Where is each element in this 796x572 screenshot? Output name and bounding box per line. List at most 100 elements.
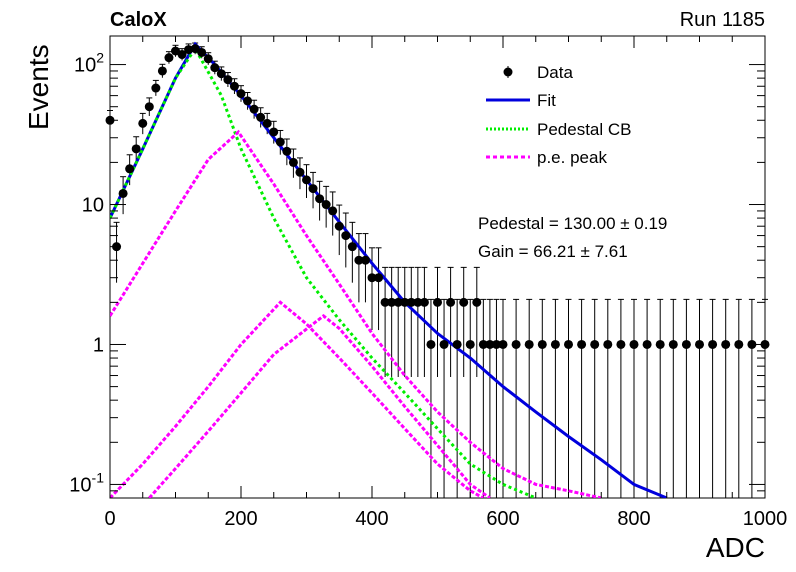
data-point bbox=[256, 112, 266, 122]
y-axis-label: Events bbox=[23, 44, 54, 130]
data-point bbox=[144, 102, 154, 112]
legend-data-label: Data bbox=[537, 63, 573, 82]
x-tick-label: 200 bbox=[224, 508, 257, 530]
x-tick-label: 600 bbox=[486, 508, 519, 530]
data-point bbox=[439, 339, 449, 349]
data-point bbox=[695, 339, 704, 349]
data-point bbox=[577, 339, 587, 349]
curve-pedestal-cb bbox=[110, 45, 537, 498]
data-point bbox=[190, 44, 200, 54]
x-tick-label: 400 bbox=[355, 508, 388, 530]
curve-p-e-peak-1 bbox=[110, 129, 602, 498]
data-point bbox=[367, 273, 377, 283]
x-axis-label: ADC bbox=[706, 532, 765, 563]
legend-pedestal-label: Pedestal CB bbox=[537, 120, 632, 139]
data-point bbox=[302, 175, 311, 185]
data-point bbox=[472, 297, 482, 307]
y-tick-label: 10-1 bbox=[69, 469, 104, 496]
curve-p-e-peak-3 bbox=[148, 313, 491, 498]
data-point bbox=[655, 339, 665, 349]
data-point bbox=[321, 200, 331, 210]
data-point bbox=[393, 297, 403, 307]
data-point bbox=[354, 255, 364, 265]
data-point bbox=[491, 339, 501, 349]
data-point bbox=[262, 118, 272, 128]
data-point bbox=[419, 297, 429, 307]
data-point bbox=[328, 206, 338, 216]
x-tick-label: 0 bbox=[104, 508, 115, 530]
data-point bbox=[413, 297, 423, 307]
data-point bbox=[485, 339, 495, 349]
error-bars bbox=[107, 42, 768, 498]
legend-fit-label: Fit bbox=[537, 91, 556, 110]
data-point bbox=[511, 339, 521, 349]
data-point bbox=[668, 339, 678, 349]
y-tick-label: 102 bbox=[74, 50, 104, 77]
experiment-label: CaloX bbox=[110, 9, 167, 31]
data-point bbox=[347, 242, 357, 252]
data-point bbox=[223, 75, 233, 85]
data-point bbox=[433, 297, 442, 307]
data-point bbox=[478, 339, 488, 349]
data-point bbox=[498, 339, 508, 349]
data-point bbox=[236, 89, 246, 99]
data-point bbox=[387, 297, 397, 307]
legend-pe-label: p.e. peak bbox=[537, 148, 607, 167]
y-tick-label: 1 bbox=[93, 334, 104, 356]
data-point bbox=[315, 194, 325, 204]
data-point bbox=[249, 104, 259, 114]
legend: Data Fit Pedestal CB p.e. peak bbox=[486, 63, 632, 167]
data-point bbox=[197, 47, 207, 57]
data-point bbox=[459, 297, 469, 307]
data-point bbox=[157, 66, 167, 76]
data-point bbox=[400, 297, 410, 307]
data-point bbox=[642, 339, 652, 349]
stats-gain: Gain = 66.21 ± 7.61 bbox=[478, 242, 628, 261]
data-point bbox=[125, 164, 135, 174]
data-point bbox=[380, 297, 390, 307]
axes: 0 200 400 600 800 1000 10-1 1 10 102 bbox=[69, 36, 787, 530]
data-point bbox=[708, 339, 718, 349]
data-point bbox=[734, 339, 744, 349]
data-point bbox=[550, 339, 560, 349]
data-point bbox=[564, 339, 573, 349]
data-point bbox=[295, 167, 305, 177]
data-point bbox=[275, 137, 285, 147]
data-point bbox=[216, 69, 226, 79]
data-point bbox=[282, 146, 292, 156]
data-point bbox=[537, 339, 547, 349]
data-point bbox=[243, 96, 253, 106]
data-point bbox=[308, 184, 318, 194]
data-point bbox=[229, 81, 239, 91]
data-points bbox=[105, 44, 770, 349]
data-point bbox=[341, 231, 351, 241]
x-tick-label: 1000 bbox=[743, 508, 788, 530]
data-point bbox=[151, 83, 161, 93]
data-point bbox=[616, 339, 626, 349]
data-point bbox=[210, 63, 220, 73]
data-point bbox=[334, 221, 344, 231]
data-point bbox=[269, 127, 279, 137]
data-point bbox=[590, 339, 600, 349]
data-point bbox=[138, 118, 148, 128]
curve-p-e-peak-2 bbox=[110, 300, 485, 498]
data-point bbox=[452, 339, 462, 349]
data-point bbox=[360, 255, 370, 265]
data-point bbox=[426, 339, 436, 349]
data-point bbox=[177, 50, 187, 60]
fit-curves bbox=[110, 41, 668, 498]
data-point bbox=[465, 339, 475, 349]
data-point bbox=[131, 144, 141, 154]
data-point bbox=[524, 339, 534, 349]
run-label: Run 1185 bbox=[680, 9, 765, 31]
data-point bbox=[406, 297, 416, 307]
y-tick-label: 10 bbox=[82, 195, 104, 217]
legend-data-marker bbox=[503, 67, 513, 77]
x-tick-label: 800 bbox=[617, 508, 650, 530]
data-point bbox=[118, 188, 128, 198]
data-point bbox=[446, 297, 456, 307]
data-point bbox=[374, 273, 384, 283]
data-point bbox=[629, 339, 639, 349]
data-point bbox=[681, 339, 691, 349]
